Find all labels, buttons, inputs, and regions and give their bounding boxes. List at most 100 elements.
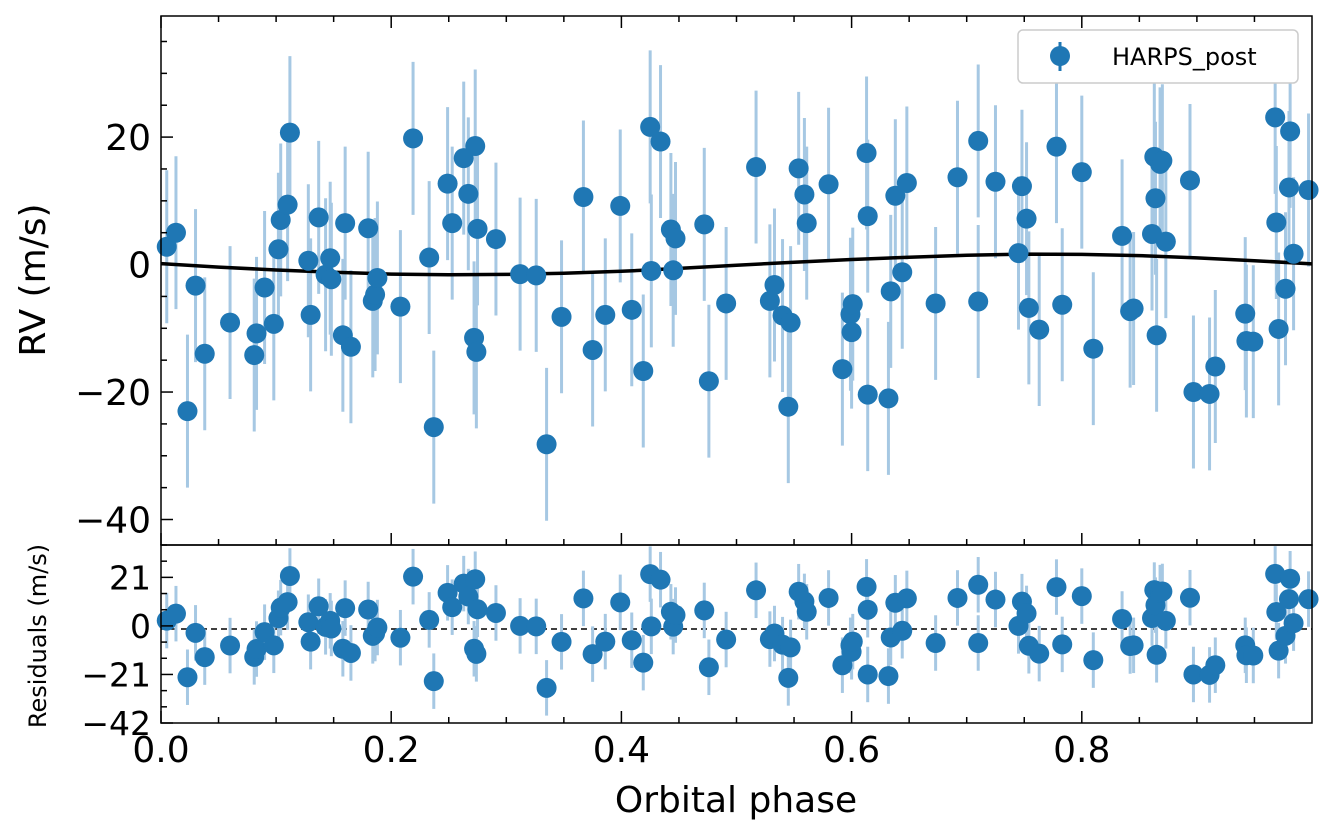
rv-point xyxy=(467,218,488,239)
rv-point xyxy=(663,260,684,281)
rv-point xyxy=(308,207,329,228)
rv-point xyxy=(694,214,715,235)
rv-point xyxy=(1018,297,1039,318)
residual-point xyxy=(665,605,686,626)
rv-point xyxy=(1011,176,1032,197)
residual-point xyxy=(1283,613,1304,634)
residual-point xyxy=(1183,664,1204,685)
residual-point xyxy=(177,667,198,688)
residual-point xyxy=(694,600,715,621)
rv-point xyxy=(1199,383,1220,404)
residual-point xyxy=(1123,635,1144,656)
rv-point xyxy=(1071,162,1092,183)
rv-point xyxy=(1265,107,1286,128)
residual-point xyxy=(308,596,329,617)
residual-point xyxy=(621,630,642,651)
rv-point xyxy=(1083,338,1104,359)
residual-point xyxy=(892,620,913,641)
residuals-x-ticks: 0.0 0.2 0.4 0.6 0.8 xyxy=(132,711,1256,771)
rv-point xyxy=(746,157,767,178)
residual-point xyxy=(1152,581,1173,602)
legend: HARPS_post xyxy=(1017,29,1299,84)
residual-point xyxy=(985,589,1006,610)
rv-point xyxy=(778,396,799,417)
rv-point xyxy=(788,158,809,179)
residual-point xyxy=(878,666,899,687)
rv-point xyxy=(841,322,862,343)
residual-point xyxy=(1243,645,1264,666)
residual-point xyxy=(698,657,719,678)
residual-point xyxy=(551,631,572,652)
residual-point xyxy=(633,652,654,673)
rv-point xyxy=(442,213,463,234)
residual-point xyxy=(298,612,319,633)
x-tick-label: 0.6 xyxy=(823,730,880,771)
residual-point xyxy=(968,574,989,595)
rv-point xyxy=(1112,225,1133,246)
residual-point xyxy=(340,642,361,663)
rv-point xyxy=(263,313,284,334)
rv-point xyxy=(716,293,737,314)
residual-point xyxy=(650,569,671,590)
residual-point xyxy=(857,599,878,620)
rv-y-tick-label: −40 xyxy=(75,501,151,542)
residual-point xyxy=(526,616,547,637)
residual-point xyxy=(1146,644,1167,665)
residual-point xyxy=(610,592,631,613)
residual-point xyxy=(778,667,799,688)
residual-point xyxy=(1278,589,1299,610)
residual-point xyxy=(1280,568,1301,589)
rv-point xyxy=(465,136,486,157)
rv-point xyxy=(925,293,946,314)
rv-point xyxy=(857,206,878,227)
residual-point xyxy=(716,629,737,650)
rv-points xyxy=(156,107,1319,455)
rv-point xyxy=(1298,179,1319,200)
rv-point xyxy=(1016,208,1037,229)
rv-point xyxy=(485,229,506,250)
rv-point xyxy=(595,304,616,325)
residual-point xyxy=(279,565,300,586)
rv-point xyxy=(246,323,267,344)
rv-point xyxy=(878,388,899,409)
residual-point xyxy=(856,576,877,597)
rv-point xyxy=(640,116,661,137)
residual-point xyxy=(300,631,321,652)
rv-point xyxy=(1146,325,1167,346)
residual-point xyxy=(403,566,424,587)
residual-point xyxy=(442,597,463,618)
rv-point xyxy=(194,343,215,364)
residual-point xyxy=(857,664,878,685)
rv-point xyxy=(340,336,361,357)
rv-point xyxy=(1008,243,1029,264)
rv-point xyxy=(857,384,878,405)
residuals-y-tick-label: −42 xyxy=(81,704,151,743)
rv-point xyxy=(796,213,817,234)
rv-point xyxy=(896,172,917,193)
rv-point xyxy=(365,284,386,305)
residuals-y-ticks: −42 −21 0 21 xyxy=(81,544,173,743)
rv-point xyxy=(665,228,686,249)
rv-point xyxy=(358,218,379,239)
rv-point xyxy=(437,173,458,194)
rv-point xyxy=(185,275,206,296)
x-tick-label: 0.4 xyxy=(593,730,650,771)
rv-model-curve xyxy=(160,252,1313,277)
rv-point xyxy=(1052,294,1073,315)
residual-point xyxy=(358,599,379,620)
rv-y-ticks: −40 −20 0 20 xyxy=(75,40,173,542)
rv-point xyxy=(621,299,642,320)
residual-point xyxy=(1298,589,1319,610)
residual-point xyxy=(796,601,817,622)
residual-point xyxy=(485,602,506,623)
rv-point xyxy=(780,312,801,333)
rv-point xyxy=(880,281,901,302)
rv-y-tick-label: −20 xyxy=(75,373,151,414)
residual-point xyxy=(968,633,989,654)
residual-point xyxy=(321,618,342,639)
residual-point xyxy=(390,627,411,648)
rv-point xyxy=(423,417,444,438)
rv-point xyxy=(582,339,603,360)
rv-point xyxy=(1179,170,1200,191)
legend-box xyxy=(1017,29,1299,84)
